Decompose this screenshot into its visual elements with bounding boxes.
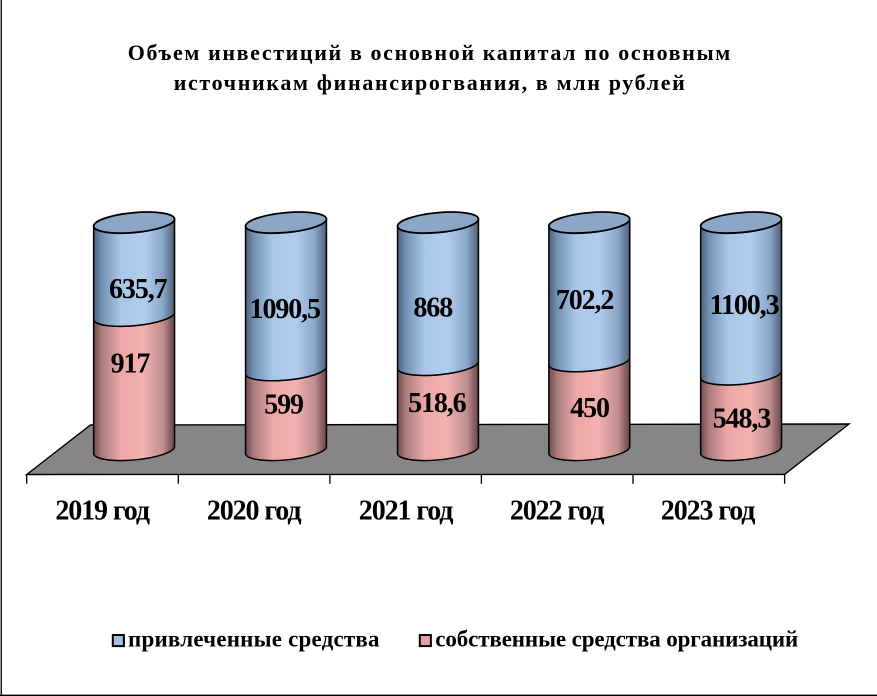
svg-text:450: 450 <box>570 393 609 424</box>
svg-text:2019 год: 2019 год <box>55 495 150 526</box>
svg-text:источникам финансирогвания, в: источникам финансирогвания, в млн рублей <box>174 70 687 95</box>
svg-text:635,7: 635,7 <box>109 274 168 305</box>
svg-text:702,2: 702,2 <box>556 285 614 316</box>
svg-text:518,6: 518,6 <box>408 388 467 419</box>
svg-text:868: 868 <box>413 292 453 323</box>
svg-text:Объем инвестиций в основной к: Объем инвестиций в основной капитал по о… <box>128 40 732 65</box>
svg-text:2022 год: 2022 год <box>510 495 605 526</box>
svg-text:1100,3: 1100,3 <box>710 290 780 321</box>
svg-text:548,3: 548,3 <box>713 404 772 435</box>
svg-text:1090,5: 1090,5 <box>250 294 321 325</box>
svg-text:2021 год: 2021 год <box>359 495 454 526</box>
svg-text:привлеченные средства: привлеченные средства <box>128 627 380 652</box>
svg-text:собственные средства организац: собственные средства организаций <box>435 627 798 652</box>
svg-text:917: 917 <box>111 349 151 380</box>
svg-text:599: 599 <box>264 390 303 421</box>
svg-text:2023 год: 2023 год <box>661 495 756 526</box>
svg-text:2020 год: 2020 год <box>207 495 302 526</box>
